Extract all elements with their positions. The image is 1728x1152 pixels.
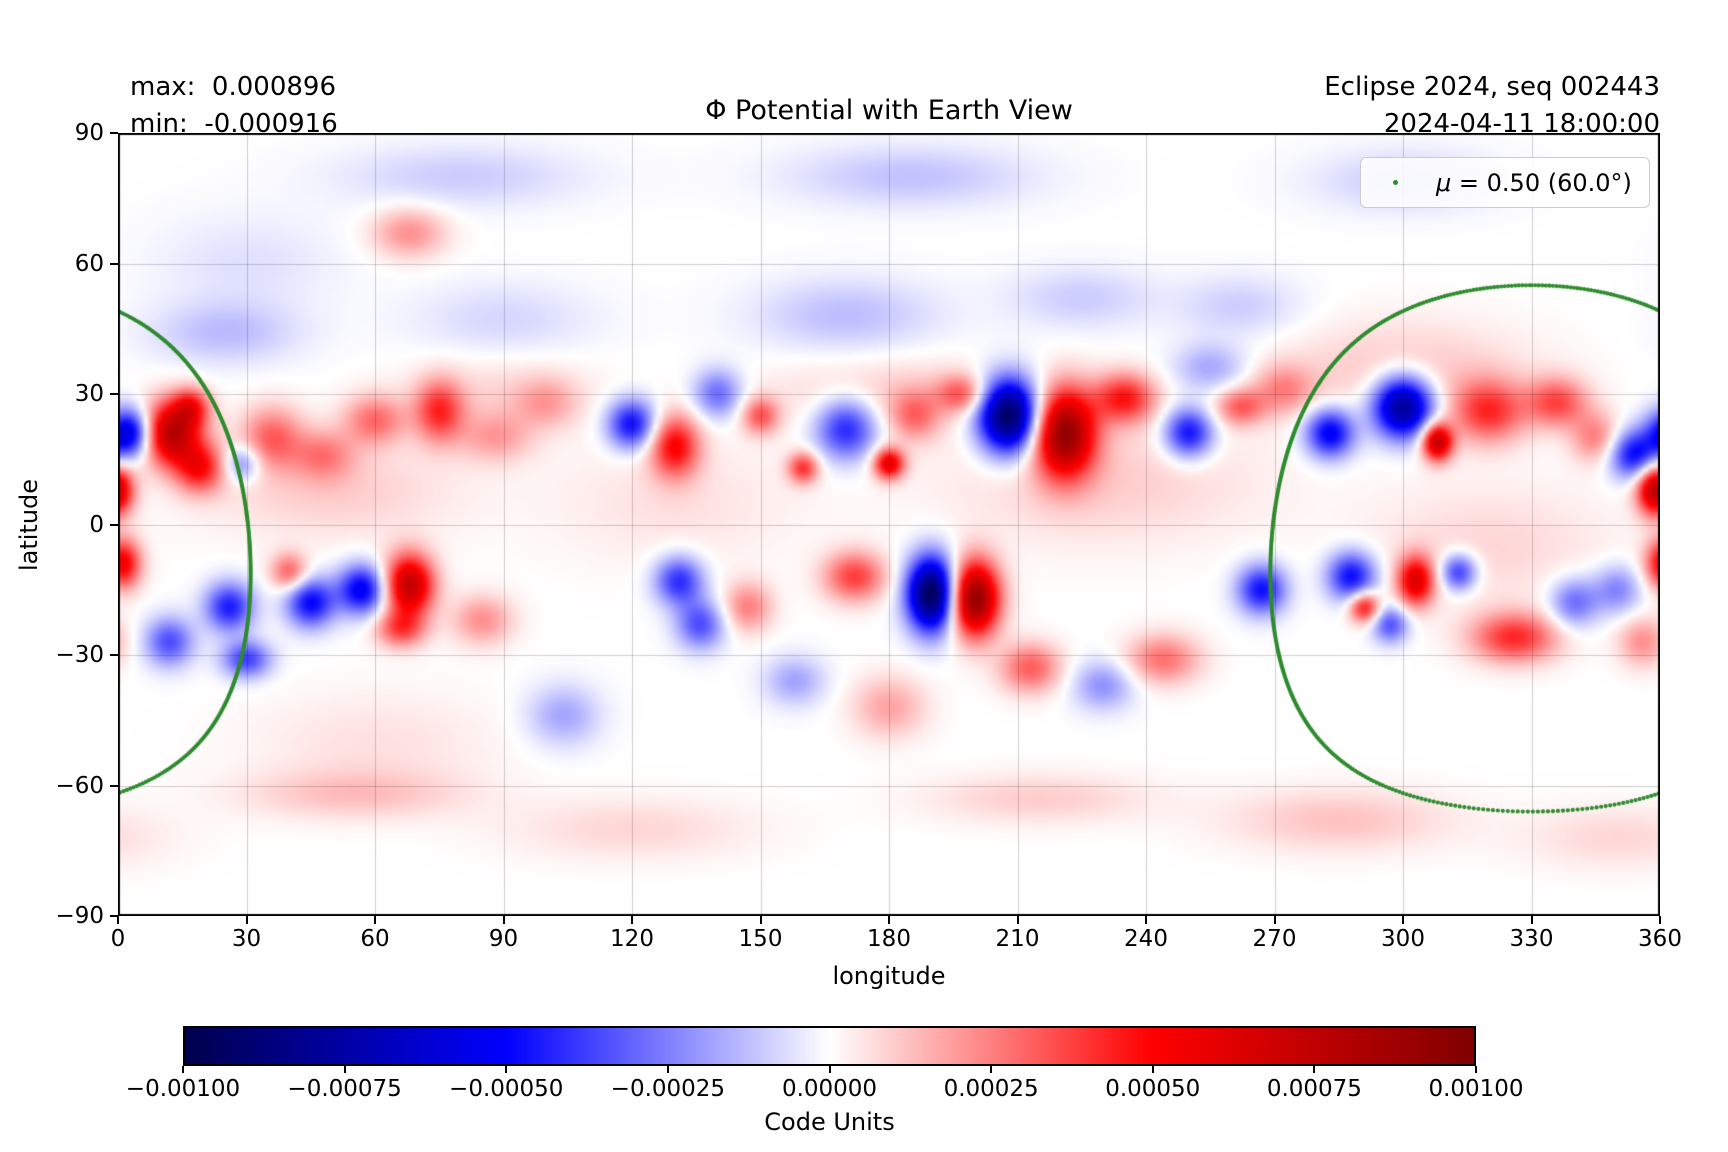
y-axis-label: latitude xyxy=(15,478,43,572)
y-tick-label: 30 xyxy=(74,381,104,407)
max-value-label: max: 0.000896 xyxy=(130,72,336,102)
colorbar xyxy=(183,1026,1476,1066)
x-tick-label: 150 xyxy=(738,926,783,952)
legend-marker-dot-icon xyxy=(1393,180,1398,185)
x-tick-mark xyxy=(502,916,505,924)
x-tick-label: 90 xyxy=(488,926,519,952)
run-label: Eclipse 2024, seq 002443 xyxy=(1324,72,1660,102)
colorbar-tick-label: −0.00050 xyxy=(449,1076,564,1102)
colorbar-tick-mark xyxy=(1151,1066,1154,1073)
x-tick-label: 120 xyxy=(610,926,654,952)
legend-label: μ = 0.50 (60.0°) xyxy=(1436,169,1632,197)
y-tick-label: 0 xyxy=(89,511,104,538)
x-tick-mark xyxy=(759,916,762,924)
y-tick-mark xyxy=(110,132,118,134)
x-tick-label: 210 xyxy=(995,926,1040,952)
x-tick-mark xyxy=(1402,916,1404,924)
y-tick-mark xyxy=(110,393,118,395)
y-tick-mark xyxy=(110,262,118,265)
legend-mu-symbol: μ xyxy=(1436,168,1452,197)
legend-value: = 0.50 (60.0°) xyxy=(1451,168,1632,197)
x-tick-label: 330 xyxy=(1509,926,1554,952)
colorbar-tick-label: 0.00100 xyxy=(1428,1076,1524,1102)
colorbar-tick-label: −0.00075 xyxy=(287,1076,402,1102)
y-tick-label: 90 xyxy=(74,120,104,146)
x-tick-mark xyxy=(117,916,119,924)
x-tick-label: 360 xyxy=(1638,926,1682,952)
x-tick-mark xyxy=(1016,916,1019,924)
colorbar-tick-mark xyxy=(343,1066,346,1073)
y-tick-mark xyxy=(110,915,118,917)
colorbar-tick-label: 0.00025 xyxy=(943,1076,1039,1102)
colorbar-tick-mark xyxy=(990,1066,993,1073)
colorbar-tick-mark xyxy=(666,1066,669,1073)
colorbar-tick-label: 0.00000 xyxy=(781,1076,878,1102)
colorbar-tick-mark xyxy=(828,1066,831,1073)
x-tick-mark xyxy=(1145,916,1147,924)
x-tick-mark xyxy=(1530,916,1533,924)
y-tick-label: 60 xyxy=(74,250,104,277)
x-tick-label: 60 xyxy=(360,926,390,952)
colorbar-tick-label: −0.00100 xyxy=(125,1076,241,1102)
x-tick-label: 180 xyxy=(867,926,911,952)
x-tick-mark xyxy=(1273,916,1276,924)
x-tick-label: 300 xyxy=(1381,926,1425,952)
colorbar-tick-mark xyxy=(1475,1066,1477,1073)
x-tick-label: 30 xyxy=(231,926,262,952)
x-axis-label: longitude xyxy=(832,962,946,990)
legend: μ = 0.50 (60.0°) xyxy=(1360,157,1650,208)
chart-title: Φ Potential with Earth View xyxy=(705,95,1073,126)
y-tick-label: −30 xyxy=(55,642,104,668)
plot-area xyxy=(118,133,1660,916)
colorbar-tick-label: 0.00050 xyxy=(1105,1076,1201,1102)
colorbar-tick-mark xyxy=(505,1066,508,1073)
heatmap-canvas xyxy=(118,133,1660,916)
colorbar-tick-mark xyxy=(182,1066,184,1073)
x-tick-mark xyxy=(245,916,248,924)
y-tick-label: −90 xyxy=(55,903,104,929)
x-tick-mark xyxy=(631,916,633,924)
colorbar-tick-label: 0.00075 xyxy=(1266,1076,1362,1102)
y-tick-mark xyxy=(110,523,118,526)
x-tick-mark xyxy=(888,916,890,924)
colorbar-tick-mark xyxy=(1313,1066,1316,1073)
y-tick-mark xyxy=(110,784,118,787)
x-tick-mark xyxy=(1659,916,1661,924)
x-tick-label: 240 xyxy=(1124,926,1168,952)
x-tick-mark xyxy=(374,916,376,924)
x-tick-label: 0 xyxy=(110,926,126,952)
colorbar-tick-label: −0.00025 xyxy=(610,1076,726,1102)
x-tick-label: 270 xyxy=(1252,926,1297,952)
y-tick-mark xyxy=(110,654,118,656)
y-tick-label: −60 xyxy=(55,772,104,799)
colorbar-label: Code Units xyxy=(764,1108,895,1136)
